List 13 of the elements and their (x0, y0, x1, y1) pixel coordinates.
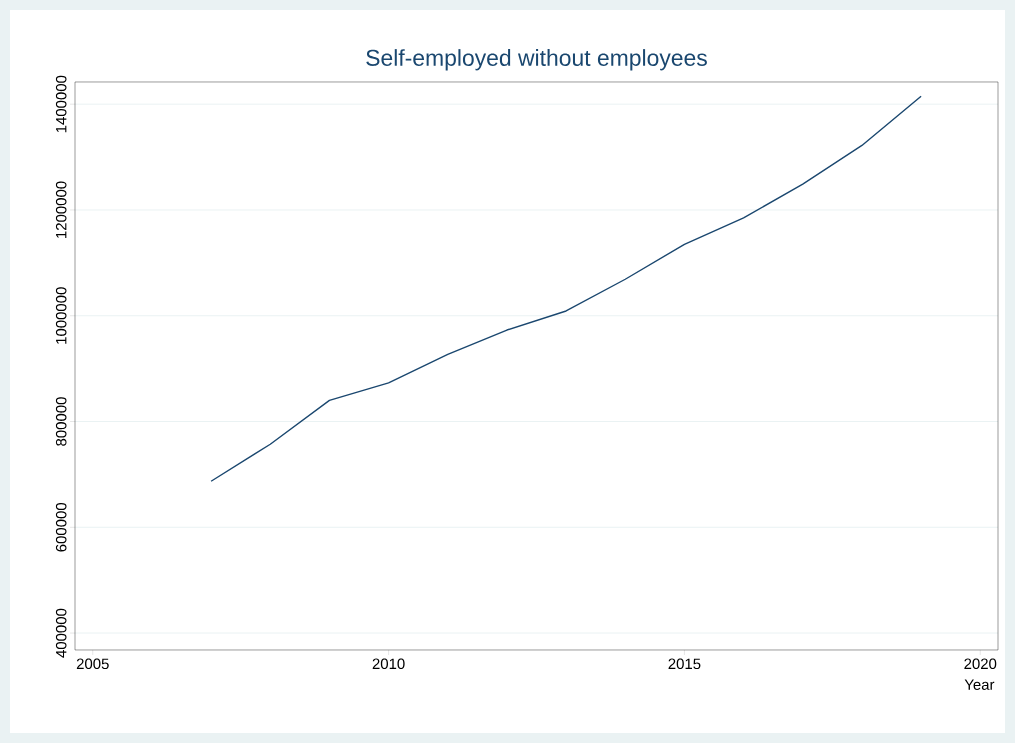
chart-title: Self-employed without employees (366, 49, 707, 71)
line-series (210, 95, 922, 482)
y-tick-label: 1000000 (55, 287, 67, 344)
x-tick-label: 2020 (964, 658, 997, 670)
y-tick-label: 600000 (55, 502, 67, 552)
y-tick-label: 400000 (55, 608, 67, 658)
x-tick-label: 2005 (76, 658, 109, 670)
y-tick-label: 1400000 (55, 75, 67, 133)
y-tick-label: 800000 (55, 397, 67, 446)
y-tick-label: 1200000 (55, 181, 67, 238)
x-axis-title: Year (964, 679, 995, 690)
x-tick-label: 2010 (372, 658, 405, 670)
x-tick-label: 2015 (668, 658, 701, 670)
